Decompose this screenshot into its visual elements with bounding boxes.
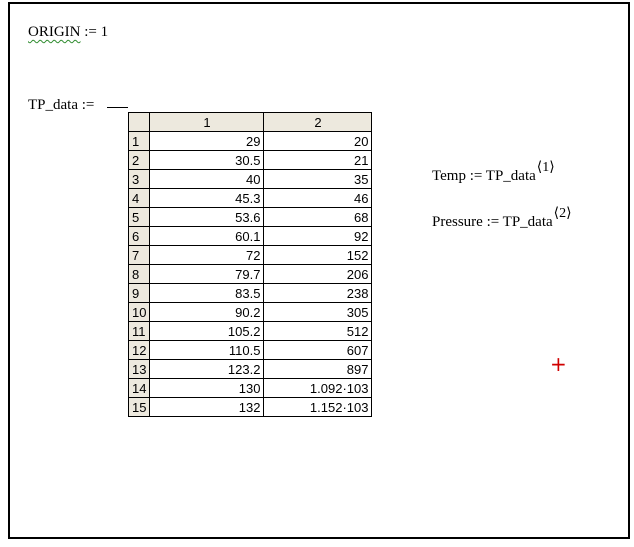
matrix-row: 1 29 20: [127, 131, 373, 151]
matrix-row-index[interactable]: 12: [127, 340, 151, 360]
matrix-body: 1 29 20 2 30.5 21 3 40 35 4 45.3 46 5 53.6 68 6 60.1 92 7 7…: [127, 131, 373, 417]
matrix-row: 13 123.2 897: [127, 359, 373, 379]
matrix-cell-col1[interactable]: 53.6: [149, 207, 265, 227]
matrix-cell-col2[interactable]: 20: [263, 131, 373, 151]
matrix-cell-col1[interactable]: 45.3: [149, 188, 265, 208]
matrix-cell-col1[interactable]: 90.2: [149, 302, 265, 322]
matrix-row-index[interactable]: 2: [127, 150, 151, 170]
matrix-cell-col1[interactable]: 29: [149, 131, 265, 151]
matrix-row: 14 130 1.092·103: [127, 378, 373, 398]
matrix-row-index[interactable]: 14: [127, 378, 151, 398]
origin-variable: ORIGIN: [28, 24, 81, 40]
pressure-expression: Pressure := TP_data: [432, 214, 553, 230]
origin-definition[interactable]: ORIGIN := 1: [28, 23, 108, 41]
matrix-row: 12 110.5 607: [127, 340, 373, 360]
matrix-row-index[interactable]: 4: [127, 188, 151, 208]
temp-column-superscript: ⟨1⟩: [536, 160, 555, 175]
matrix-cell-col1[interactable]: 30.5: [149, 150, 265, 170]
matrix-row: 2 30.5 21: [127, 150, 373, 170]
worksheet[interactable]: ORIGIN := 1 TP_data := 1 2 1 29 20 2 30.5 21 3…: [8, 2, 630, 539]
matrix-corner-cell: [127, 112, 151, 132]
pressure-definition[interactable]: Pressure := TP_data⟨2⟩: [432, 206, 572, 232]
tpdata-matrix[interactable]: 1 2 1 29 20 2 30.5 21 3 40 35 4 45.3 46 5 53.6 68 6 60.1…: [127, 112, 373, 417]
matrix-cell-col2[interactable]: 68: [263, 207, 373, 227]
matrix-row-index[interactable]: 10: [127, 302, 151, 322]
matrix-cell-col2[interactable]: 46: [263, 188, 373, 208]
matrix-column-header-2[interactable]: 2: [263, 112, 373, 132]
matrix-cell-col2[interactable]: 1.092·103: [263, 378, 373, 398]
matrix-cell-col2[interactable]: 607: [263, 340, 373, 360]
pressure-column-superscript: ⟨2⟩: [553, 206, 572, 221]
matrix-cell-col1[interactable]: 105.2: [149, 321, 265, 341]
matrix-row-index[interactable]: 9: [127, 283, 151, 303]
matrix-row: 8 79.7 206: [127, 264, 373, 284]
matrix-row-index[interactable]: 5: [127, 207, 151, 227]
tpdata-variable: TP_data: [28, 97, 78, 113]
matrix-row: 9 83.5 238: [127, 283, 373, 303]
crosshair-cursor-icon: +: [550, 352, 567, 376]
matrix-row: 15 132 1.152·103: [127, 397, 373, 417]
matrix-row: 7 72 152: [127, 245, 373, 265]
matrix-cell-col2[interactable]: 206: [263, 264, 373, 284]
origin-assign-operator: :=: [84, 24, 97, 40]
temp-expression: Temp := TP_data: [432, 168, 536, 184]
matrix-row: 11 105.2 512: [127, 321, 373, 341]
tpdata-assign-operator: :=: [81, 97, 95, 113]
matrix-cell-col1[interactable]: 83.5: [149, 283, 265, 303]
matrix-cell-col2[interactable]: 21: [263, 150, 373, 170]
matrix-cell-col1[interactable]: 132: [149, 397, 265, 417]
matrix-cell-col2[interactable]: 897: [263, 359, 373, 379]
temp-definition[interactable]: Temp := TP_data⟨1⟩: [432, 160, 555, 186]
matrix-cell-col1[interactable]: 40: [149, 169, 265, 189]
matrix-cell-col1[interactable]: 60.1: [149, 226, 265, 246]
tpdata-definition[interactable]: TP_data :=: [28, 96, 94, 114]
matrix-row-index[interactable]: 7: [127, 245, 151, 265]
matrix-row: 6 60.1 92: [127, 226, 373, 246]
matrix-cell-col2[interactable]: 238: [263, 283, 373, 303]
matrix-row-index[interactable]: 15: [127, 397, 151, 417]
matrix-cell-col1[interactable]: 110.5: [149, 340, 265, 360]
matrix-cell-col1[interactable]: 123.2: [149, 359, 265, 379]
matrix-cell-col2[interactable]: 152: [263, 245, 373, 265]
matrix-cell-col2[interactable]: 35: [263, 169, 373, 189]
matrix-row-index[interactable]: 13: [127, 359, 151, 379]
matrix-cell-col1[interactable]: 130: [149, 378, 265, 398]
tpdata-placeholder-line: [107, 107, 128, 108]
matrix-cell-col2[interactable]: 512: [263, 321, 373, 341]
matrix-cell-col2[interactable]: 305: [263, 302, 373, 322]
matrix-cell-col2[interactable]: 1.152·103: [263, 397, 373, 417]
matrix-row: 10 90.2 305: [127, 302, 373, 322]
matrix-row-index[interactable]: 3: [127, 169, 151, 189]
matrix-cell-col1[interactable]: 72: [149, 245, 265, 265]
matrix-row: 5 53.6 68: [127, 207, 373, 227]
matrix-row: 3 40 35: [127, 169, 373, 189]
matrix-cell-col1[interactable]: 79.7: [149, 264, 265, 284]
matrix-header-row: 1 2: [127, 112, 373, 132]
matrix-row-index[interactable]: 1: [127, 131, 151, 151]
matrix-column-header-1[interactable]: 1: [149, 112, 265, 132]
matrix-row: 4 45.3 46: [127, 188, 373, 208]
matrix-cell-col2[interactable]: 92: [263, 226, 373, 246]
matrix-row-index[interactable]: 6: [127, 226, 151, 246]
origin-value: 1: [100, 24, 109, 40]
matrix-row-index[interactable]: 11: [127, 321, 151, 341]
matrix-row-index[interactable]: 8: [127, 264, 151, 284]
